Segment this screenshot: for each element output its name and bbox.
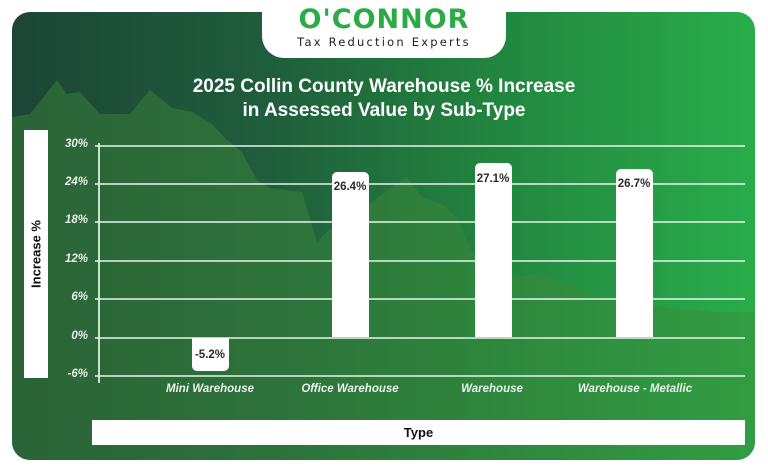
gridline-6	[95, 298, 745, 300]
y-tick-24: 24%	[64, 175, 88, 188]
bar-warehouse	[475, 163, 512, 337]
bar-value-warehouse-metallic: 26.7%	[617, 178, 651, 190]
x-category-warehouse: Warehouse	[461, 383, 523, 395]
gridline-neg6	[95, 375, 745, 377]
gridline-12	[95, 260, 745, 262]
bar-office-warehouse	[332, 172, 369, 337]
x-category-warehouse-metallic: Warehouse - Metallic	[577, 383, 693, 395]
bar-warehouse-metallic	[616, 169, 653, 337]
bar-value-mini-warehouse: -5.2%	[194, 349, 226, 361]
y-tick-neg6: -6%	[67, 367, 88, 380]
y-tick-12: 12%	[64, 252, 88, 265]
gridline-18	[95, 221, 745, 223]
y-axis-label-box	[24, 130, 48, 378]
brand-tagline: Tax Reduction Experts	[297, 35, 471, 49]
gridline-30	[95, 145, 745, 147]
bar-value-warehouse: 27.1%	[476, 173, 510, 185]
y-tick-30: 30%	[64, 137, 88, 150]
brand-logo: O'CONNOR	[298, 4, 470, 35]
bar-mini-warehouse	[192, 338, 229, 371]
x-axis-label: Type	[403, 425, 434, 440]
x-axis-label-box: Type	[92, 420, 745, 445]
x-category-mini-warehouse: Mini Warehouse	[166, 383, 254, 395]
logo-tab: O'CONNOR Tax Reduction Experts	[262, 0, 506, 58]
chart-title-line-1: 2025 Collin County Warehouse % Increase	[192, 76, 576, 97]
chart-title-line-2: in Assessed Value by Sub-Type	[242, 100, 526, 121]
y-axis-line	[98, 143, 100, 383]
y-tick-18: 18%	[64, 213, 88, 226]
y-tick-6: 6%	[71, 290, 88, 303]
bar-value-office-warehouse: 26.4%	[333, 181, 367, 193]
gridline-0	[95, 337, 745, 339]
y-tick-0: 0%	[71, 329, 88, 342]
x-category-office-warehouse: Office Warehouse	[301, 383, 399, 395]
gridline-24	[95, 183, 745, 185]
